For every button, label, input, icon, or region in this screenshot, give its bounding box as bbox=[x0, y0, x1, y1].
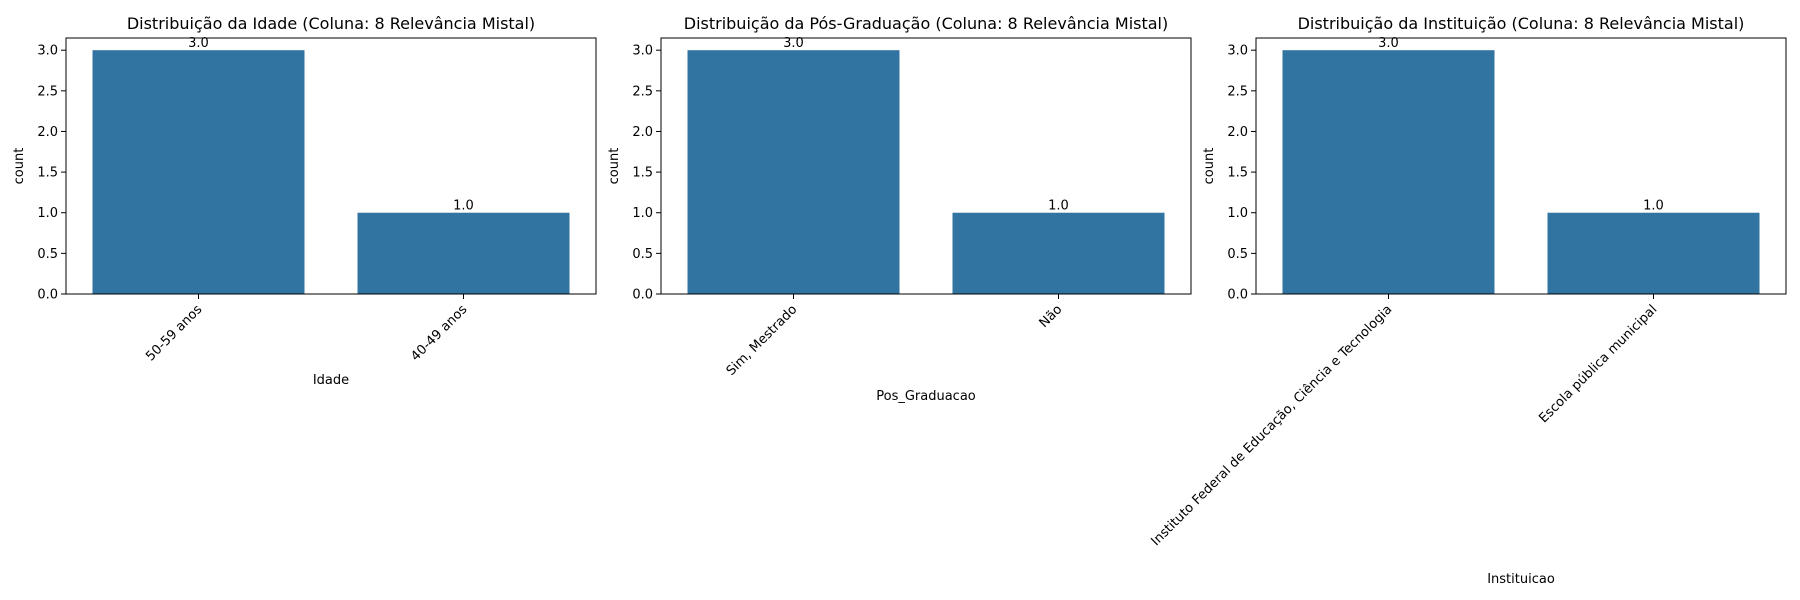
chart-1-x-axis-label: Idade bbox=[313, 373, 349, 388]
chart-2-y-tick-label-3: 1.0 bbox=[632, 206, 653, 221]
chart-3-y-tick-label-6: 2.5 bbox=[1227, 84, 1248, 99]
chart-3-y-tick-label-1: 0.0 bbox=[1227, 288, 1248, 303]
chart-2-x-axis-label: Pos_Graduacao bbox=[876, 389, 976, 404]
chart-3-bar-2 bbox=[1547, 212, 1760, 294]
chart-2-y-axis-label: count bbox=[607, 148, 622, 185]
chart-2-y-tick-label-6: 2.5 bbox=[632, 84, 653, 99]
chart-2-bar-2 bbox=[952, 212, 1165, 294]
chart-1-axes-frame bbox=[65, 37, 597, 295]
chart-3-y-tick-label-3: 1.0 bbox=[1227, 206, 1248, 221]
chart-3-title: Distribuição da Instituição (Coluna: 8 R… bbox=[1298, 14, 1745, 33]
chart-3-bar-label-1: 3.0 bbox=[1378, 36, 1399, 51]
chart-2-axes-frame bbox=[660, 37, 1192, 295]
chart-1-bar-label-2: 1.0 bbox=[453, 199, 474, 214]
chart-2-bar-1 bbox=[687, 50, 900, 294]
chart-1-y-tick-label-4: 1.5 bbox=[37, 166, 58, 181]
chart-2-title: Distribuição da Pós-Graduação (Coluna: 8… bbox=[684, 14, 1169, 33]
chart-3-y-tick-label-4: 1.5 bbox=[1227, 166, 1248, 181]
chart-2-y-tick-label-4: 1.5 bbox=[632, 166, 653, 181]
chart-2-y-tick-label-2: 0.5 bbox=[632, 247, 653, 262]
chart-1-bar-label-1: 3.0 bbox=[188, 36, 209, 51]
chart-3-x-tick-label-2: Escola pública municipal bbox=[1536, 302, 1660, 426]
chart-1-y-tick-label-1: 0.0 bbox=[37, 288, 58, 303]
chart-2-x-tick-label-2: Não bbox=[1037, 302, 1066, 331]
chart-3-axes-frame bbox=[1255, 37, 1787, 295]
chart-1-y-axis-label: count bbox=[12, 148, 27, 185]
chart-1-x-tick-label-1: 50-59 anos bbox=[143, 302, 205, 364]
chart-2-y-tick-label-7: 3.0 bbox=[632, 44, 653, 59]
chart-1-x-tick-label-2: 40-49 anos bbox=[408, 302, 470, 364]
chart-1-y-tick-label-7: 3.0 bbox=[37, 44, 58, 59]
chart-3-x-axis-label: Instituicao bbox=[1487, 572, 1555, 587]
chart-3-y-axis-label: count bbox=[1202, 148, 1217, 185]
chart-1-y-tick-label-6: 2.5 bbox=[37, 84, 58, 99]
chart-3-y-tick-label-2: 0.5 bbox=[1227, 247, 1248, 262]
chart-2-y-tick-label-1: 0.0 bbox=[632, 288, 653, 303]
chart-2-x-tick-label-1: Sim, Mestrado bbox=[724, 302, 801, 379]
chart-1-y-tick-label-3: 1.0 bbox=[37, 206, 58, 221]
chart-2-bar-label-2: 1.0 bbox=[1048, 199, 1069, 214]
chart-3-y-tick-label-5: 2.0 bbox=[1227, 125, 1248, 140]
chart-1-y-tick-label-5: 2.0 bbox=[37, 125, 58, 140]
chart-2-y-tick-label-5: 2.0 bbox=[632, 125, 653, 140]
chart-1-bar-2 bbox=[357, 212, 570, 294]
chart-3-bar-label-2: 1.0 bbox=[1643, 199, 1664, 214]
chart-3-bar-1 bbox=[1282, 50, 1495, 294]
chart-1-title: Distribuição da Idade (Coluna: 8 Relevân… bbox=[127, 14, 535, 33]
chart-3-y-tick-label-7: 3.0 bbox=[1227, 44, 1248, 59]
chart-1-y-tick-label-2: 0.5 bbox=[37, 247, 58, 262]
chart-3-x-tick-label-1: Instituto Federal de Educação, Ciência e… bbox=[1149, 302, 1396, 549]
chart-1-bar-1 bbox=[92, 50, 305, 294]
chart-2-bar-label-1: 3.0 bbox=[783, 36, 804, 51]
